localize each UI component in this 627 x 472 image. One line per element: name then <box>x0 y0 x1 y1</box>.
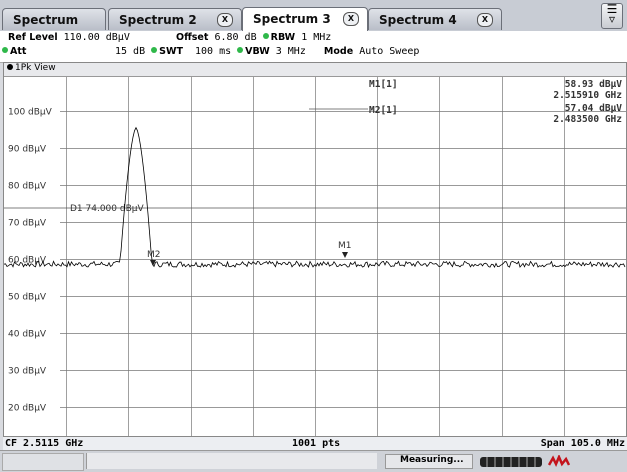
status-dot-icon <box>262 33 269 39</box>
y-tick-label: 40 dBµV <box>8 330 47 340</box>
vbw-value[interactable]: 3 MHz <box>275 46 306 57</box>
tab-spectrum-4[interactable]: Spectrum 4 X <box>368 8 502 30</box>
marker-m2-level: 57.04 dBµV <box>565 103 622 114</box>
view-title-bar: 1Pk View <box>4 63 626 77</box>
ref-level-value[interactable]: 110.00 dBµV <box>63 32 130 43</box>
vbw-label: VBW <box>245 46 270 57</box>
display-line-label: D1 74.000 dBµV <box>70 204 144 214</box>
status-bar: Measuring... <box>0 450 627 472</box>
y-tick-label: 60 dBµV <box>8 256 47 266</box>
status-dot-icon <box>2 47 8 53</box>
y-tick-label: 90 dBµV <box>8 145 47 155</box>
marker-m1-level: 58.93 dBµV <box>565 79 622 90</box>
ref-level-label: Ref Level <box>8 32 58 43</box>
tab-spectrum-2[interactable]: Spectrum 2 X <box>108 8 242 30</box>
swt-label: SWT <box>159 46 183 57</box>
offset-label: Offset <box>176 32 209 43</box>
mode-value[interactable]: Auto Sweep <box>359 46 420 57</box>
tab-label: Spectrum 2 <box>119 13 197 27</box>
trace-1 <box>4 126 626 269</box>
tab-label: Spectrum <box>13 13 79 27</box>
y-tick-label: 30 dBµV <box>8 367 47 377</box>
close-icon[interactable]: X <box>343 12 359 26</box>
y-tick-label: 70 dBµV <box>8 219 47 229</box>
marker-m2-triangle-icon[interactable] <box>150 260 156 266</box>
measuring-label: Measuring... <box>400 455 464 465</box>
settings-row-2: Att <box>2 46 26 60</box>
y-axis-labels: 100 dBµV 90 dBµV 80 dBµV 70 dBµV 60 dBµV 50 d… <box>8 108 53 414</box>
mode-label: Mode <box>323 46 354 57</box>
grid <box>60 77 626 451</box>
marker-m1-triangle-icon[interactable] <box>342 252 348 258</box>
tab-spectrum-3[interactable]: Spectrum 3 X <box>242 7 368 31</box>
settings-row-1: Ref Level 110.00 dBµV <box>8 32 130 46</box>
menu-icon: ☰ ▿ <box>606 2 618 26</box>
y-tick-label: 20 dBµV <box>8 404 47 414</box>
offset-setting[interactable]: Offset 6.80 dB RBW 1 MHz <box>176 32 331 46</box>
y-tick-label: 80 dBµV <box>8 182 47 192</box>
marker-m2-trace-label: M2 <box>147 250 161 260</box>
rbw-value[interactable]: 1 MHz <box>301 32 332 43</box>
spectrum-plot[interactable]: 100 dBµV 90 dBµV 80 dBµV 70 dBµV 60 dBµV 50 d… <box>4 77 626 451</box>
status-message-field <box>86 453 377 469</box>
view-title: 1Pk View <box>15 63 56 73</box>
y-tick-label: 50 dBµV <box>8 293 47 303</box>
y-tick-label: 100 dBµV <box>8 108 53 118</box>
center-frequency[interactable]: CF 2.5115 GHz <box>5 438 84 449</box>
marker-m1-label: M1[1] <box>369 79 398 90</box>
span[interactable]: Span 105.0 MHz <box>540 438 625 449</box>
marker-m2-freq: 2.483500 GHz <box>553 114 622 125</box>
swt-value[interactable]: 100 ms <box>195 46 232 57</box>
status-dot-icon <box>151 47 158 53</box>
att-value: 15 dB <box>115 46 146 57</box>
marker-m2-label: M2[1] <box>369 105 398 116</box>
tab-label: Spectrum 3 <box>253 12 331 26</box>
spectrum-diagram[interactable]: 1Pk View 100 dBµV 90 dBµV 80 dBµV 70 dBµV 60… <box>3 62 627 451</box>
att-label: Att <box>10 46 27 57</box>
rbw-label: RBW <box>270 32 296 43</box>
status-field <box>2 453 84 471</box>
marker-m1-trace-label: M1 <box>338 241 352 251</box>
progress-bar <box>480 457 542 467</box>
close-icon[interactable]: X <box>477 13 493 27</box>
diagram-footer: CF 2.5115 GHz 1001 pts Span 105.0 MHz <box>3 436 627 451</box>
menu-dropdown-button[interactable]: ☰ ▿ <box>601 3 623 29</box>
settings-panel: Ref Level 110.00 dBµV Offset 6.80 dB RBW… <box>0 31 627 63</box>
tab-label: Spectrum 4 <box>379 13 457 27</box>
signal-icon <box>548 455 570 467</box>
trace-dot-icon <box>7 64 13 70</box>
offset-value: 6.80 dB <box>214 32 257 43</box>
tab-spectrum[interactable]: Spectrum <box>2 8 106 30</box>
marker-m1-freq: 2.515910 GHz <box>553 90 622 101</box>
status-dot-icon <box>237 47 244 53</box>
close-icon[interactable]: X <box>217 13 233 27</box>
att-setting[interactable]: 15 dB SWT 100 ms VBW 3 MHz Mode Auto Swe… <box>115 46 419 60</box>
sweep-points[interactable]: 1001 pts <box>292 438 341 449</box>
measuring-status: Measuring... <box>385 454 473 469</box>
tab-bar: Spectrum Spectrum 2 X Spectrum 3 X Spectru… <box>0 0 627 31</box>
